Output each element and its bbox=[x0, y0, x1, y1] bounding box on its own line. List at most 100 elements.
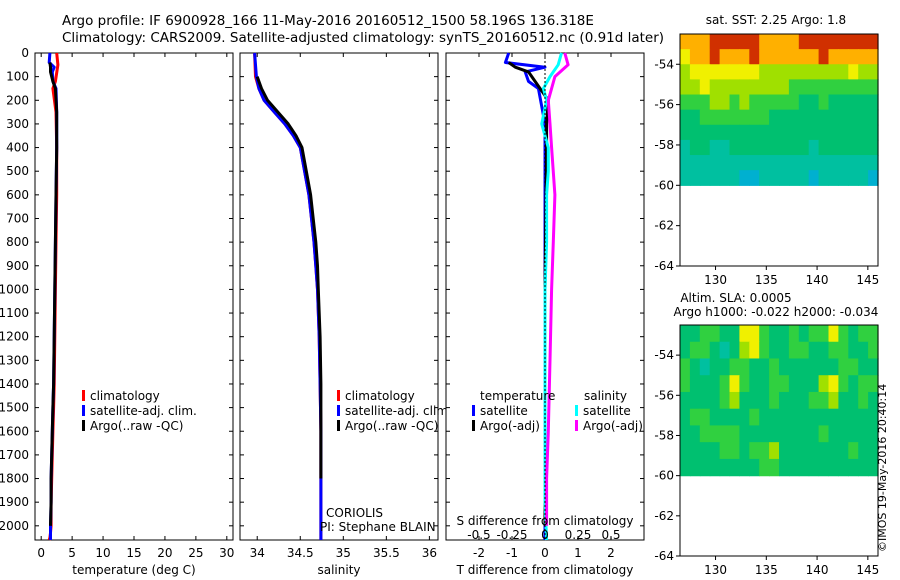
map-cell bbox=[788, 442, 800, 460]
x-tick-label: 5 bbox=[68, 546, 76, 560]
map-cell bbox=[858, 124, 869, 141]
x-tick-label: 0 bbox=[37, 546, 45, 560]
map-cell bbox=[759, 94, 770, 111]
map-cell bbox=[818, 79, 830, 96]
y-tick-label: -56 bbox=[654, 98, 674, 112]
map-cell bbox=[808, 155, 820, 171]
map-cell bbox=[848, 442, 859, 460]
map-cell bbox=[699, 358, 711, 376]
map-cell bbox=[779, 408, 790, 427]
map-cell bbox=[689, 442, 701, 460]
map-cell bbox=[739, 408, 750, 427]
x-tick-label: 25 bbox=[188, 546, 203, 560]
map-cell bbox=[699, 94, 711, 111]
figure-title-line-2: Climatology: CARS2009. Satellite-adjuste… bbox=[62, 30, 665, 46]
y-tick-label: 1700 bbox=[0, 448, 29, 462]
map-cell bbox=[680, 94, 691, 111]
x-tick-label: -2 bbox=[473, 546, 485, 560]
map-cell bbox=[828, 79, 839, 96]
map-cell bbox=[868, 79, 879, 96]
map-cell bbox=[868, 325, 879, 343]
x-tick-label: 140 bbox=[806, 563, 829, 577]
map-cell bbox=[788, 170, 800, 186]
map-cell bbox=[788, 139, 800, 156]
map-cell bbox=[759, 139, 770, 156]
map-cell bbox=[798, 341, 810, 360]
map-cell bbox=[848, 94, 859, 111]
map-cell bbox=[798, 155, 810, 171]
map-cell bbox=[838, 49, 849, 65]
map-cell bbox=[739, 109, 750, 126]
map-cell bbox=[719, 139, 731, 156]
map-cell bbox=[858, 408, 869, 427]
map-cell bbox=[689, 49, 701, 65]
x-tick-label: 145 bbox=[856, 563, 879, 577]
imos-watermark: ©IMOS 19-May-2016 20:40:14 bbox=[876, 383, 889, 552]
map-cell bbox=[818, 358, 830, 376]
map-cell bbox=[729, 408, 740, 427]
legend-swatch bbox=[82, 405, 85, 416]
map-cell bbox=[769, 391, 780, 410]
map-cell bbox=[739, 442, 750, 460]
series-line-argo-raw-qc- bbox=[255, 76, 323, 479]
map-cell bbox=[808, 170, 820, 186]
sst-map-panel: -54 -56 -58 -60 -62 -64 130 135 140 145 sat. SST: … bbox=[654, 13, 879, 287]
map-cell bbox=[729, 139, 740, 156]
y-tick-label: -56 bbox=[654, 388, 674, 402]
map-cell bbox=[769, 94, 780, 111]
map-cell bbox=[828, 155, 839, 171]
map-cell bbox=[689, 109, 701, 126]
map-cell bbox=[709, 94, 721, 111]
map-cell bbox=[779, 391, 790, 410]
map-cell bbox=[868, 124, 879, 141]
map-cell bbox=[818, 34, 830, 50]
map-cell bbox=[769, 79, 780, 96]
map-cell bbox=[788, 155, 800, 171]
map-cell bbox=[689, 408, 701, 427]
map-cell bbox=[798, 64, 810, 80]
map-cell bbox=[798, 358, 810, 376]
map-cell bbox=[759, 341, 770, 360]
map-cell bbox=[769, 34, 780, 50]
map-cell bbox=[818, 109, 830, 126]
map-cell bbox=[858, 139, 869, 156]
map-cell bbox=[868, 391, 879, 410]
map-cell bbox=[818, 325, 830, 343]
map-cell bbox=[709, 170, 721, 186]
y-tick-label: 1100 bbox=[0, 306, 29, 320]
x-tick-label: 20 bbox=[157, 546, 172, 560]
map-cell bbox=[709, 109, 721, 126]
x-tick-label: 145 bbox=[856, 273, 879, 287]
map-cell bbox=[699, 139, 711, 156]
map-cell bbox=[798, 139, 810, 156]
legend-label: climatology bbox=[90, 389, 160, 403]
map-cell bbox=[808, 34, 820, 50]
map-cell bbox=[689, 391, 701, 410]
series-line-s-satellite bbox=[540, 52, 563, 541]
map-cell bbox=[769, 408, 780, 427]
map-cell bbox=[759, 325, 770, 343]
y-tick-label: 800 bbox=[6, 235, 29, 249]
map-cell bbox=[848, 375, 859, 393]
map-cell bbox=[699, 49, 711, 65]
map-cell bbox=[729, 34, 740, 50]
map-cell bbox=[798, 391, 810, 410]
map-cell bbox=[759, 408, 770, 427]
map-cell bbox=[808, 325, 820, 343]
y-tick-label: 1800 bbox=[0, 472, 29, 486]
map-cell bbox=[788, 34, 800, 50]
map-cell bbox=[838, 358, 849, 376]
map-cell bbox=[798, 170, 810, 186]
map-cell bbox=[729, 458, 740, 477]
map-cell bbox=[769, 358, 780, 376]
map-cell bbox=[788, 391, 800, 410]
map-cell bbox=[858, 325, 869, 343]
map-cell bbox=[709, 375, 721, 393]
map-cell bbox=[719, 325, 731, 343]
y-tick-label: 2000 bbox=[0, 519, 29, 533]
map-cell bbox=[818, 458, 830, 477]
map-cell bbox=[828, 139, 839, 156]
legend-swatch bbox=[82, 420, 85, 431]
map-cell bbox=[680, 458, 691, 477]
map-cell bbox=[749, 341, 760, 360]
